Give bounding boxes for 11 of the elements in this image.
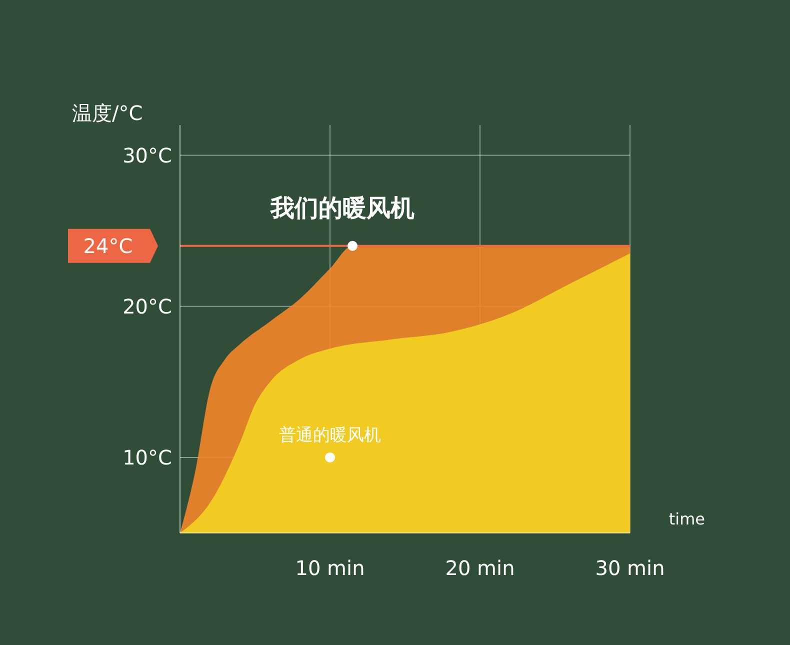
y-axis-title: 温度/°C xyxy=(72,100,143,127)
y-tick-label: 30°C xyxy=(122,143,172,168)
y-tick-label: 20°C xyxy=(122,294,172,318)
y-tick-label: 10°C xyxy=(122,446,172,470)
x-tick-label: 30 min xyxy=(595,556,665,580)
ref-line-label: 24°C xyxy=(83,234,133,258)
x-tick-label: 20 min xyxy=(445,556,515,580)
annotation: 普通的暖风机 xyxy=(279,425,381,446)
x-axis-title: time xyxy=(668,509,705,528)
x-tick-label: 10 min xyxy=(295,556,365,580)
annotation: 我们的暖风机 xyxy=(270,194,414,222)
